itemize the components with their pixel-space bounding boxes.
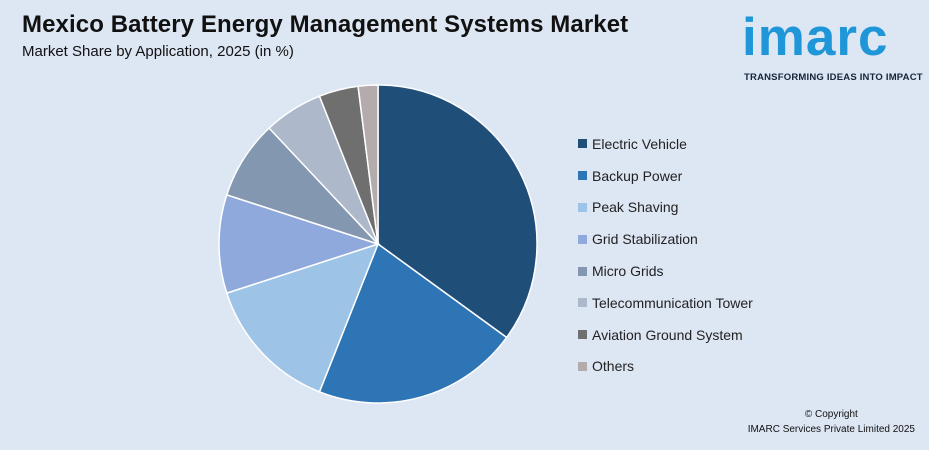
legend-swatch-micro-grids: [578, 266, 587, 276]
legend-label-micro-grids: Micro Grids: [592, 263, 664, 280]
pie-chart: [218, 84, 538, 404]
pie-slice-electric-vehicle: [377, 84, 538, 339]
legend-item-backup-power: Backup Power: [578, 160, 753, 192]
legend-label-backup-power: Backup Power: [592, 167, 683, 184]
legend-item-micro-grids: Micro Grids: [578, 255, 753, 287]
pie-slice-grid-stabilization: [218, 193, 381, 295]
logo-wordmark: imarc: [742, 8, 889, 67]
legend-swatch-electric-vehicle: [578, 139, 587, 149]
legend-item-aviation-ground-system: Aviation Ground System: [578, 319, 753, 351]
logo-tagline: TRANSFORMING IDEAS INTO IMPACT: [744, 72, 923, 83]
legend-swatch-others: [578, 361, 587, 371]
legend-swatch-backup-power: [578, 171, 587, 181]
pie-slice-backup-power: [318, 242, 508, 404]
legend-label-peak-shaving: Peak Shaving: [592, 199, 679, 216]
legend-label-others: Others: [592, 358, 635, 375]
legend-swatch-grid-stabilization: [578, 234, 587, 244]
legend-label-electric-vehicle: Electric Vehicle: [592, 135, 687, 152]
legend-label-grid-stabilization: Grid Stabilization: [592, 231, 698, 248]
page-title: Mexico Battery Energy Management Systems…: [22, 11, 629, 38]
pie-slice-others: [357, 84, 379, 245]
legend-item-grid-stabilization: Grid Stabilization: [578, 223, 753, 255]
legend-item-others: Others: [578, 351, 753, 383]
copyright-notice: © Copyright IMARC Services Private Limit…: [748, 407, 915, 437]
legend-swatch-aviation-ground-system: [578, 330, 587, 340]
imarc-logo: imarc TRANSFORMING IDEAS INTO IMPACT: [742, 8, 923, 88]
chart-legend: Electric Vehicle Backup Power Peak Shaving…: [578, 128, 753, 382]
page-subtitle: Market Share by Application, 2025 (in %): [22, 43, 294, 60]
legend-label-aviation-ground-system: Aviation Ground System: [592, 326, 743, 343]
legend-item-telecommunication-tower: Telecommunication Tower: [578, 287, 753, 319]
legend-item-electric-vehicle: Electric Vehicle: [578, 128, 753, 160]
legend-label-telecommunication-tower: Telecommunication Tower: [592, 294, 753, 311]
copyright-line-2: IMARC Services Private Limited 2025: [747, 424, 915, 435]
legend-item-peak-shaving: Peak Shaving: [578, 192, 753, 224]
legend-swatch-peak-shaving: [578, 202, 587, 212]
legend-swatch-telecommunication-tower: [578, 298, 587, 308]
copyright-line-1: © Copyright: [804, 409, 858, 420]
